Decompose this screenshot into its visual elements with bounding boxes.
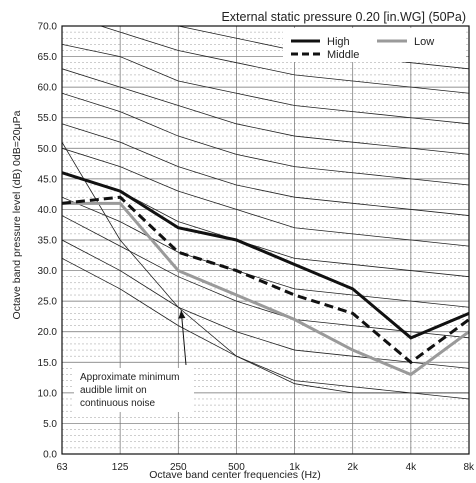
legend: High Low Middle <box>283 28 466 62</box>
annotation-arrow <box>180 310 187 366</box>
x-tick-label: 1k <box>289 462 301 473</box>
y-tick-label: 20.0 <box>38 327 58 338</box>
y-tick-label: 35.0 <box>38 236 58 247</box>
audible-limit-curve <box>62 141 469 394</box>
nc-curve <box>99 26 469 94</box>
x-axis-label: Octave band center frequencies (Hz) <box>149 469 321 481</box>
y-tick-label: 60.0 <box>38 83 58 94</box>
annotation-line-3: continuous noise <box>80 398 155 409</box>
x-tick-label: 63 <box>56 462 68 473</box>
y-tick-label: 30.0 <box>38 266 58 277</box>
y-tick-label: 50.0 <box>38 144 58 155</box>
nc-curve <box>62 68 469 155</box>
y-tick-label: 25.0 <box>38 297 58 308</box>
y-tick-label: 5.0 <box>43 419 57 430</box>
nc-curve <box>62 257 469 400</box>
y-tick-label: 70.0 <box>38 22 58 33</box>
nc-curve <box>62 172 469 278</box>
annotation: Approximate minimum audible limit on con… <box>74 310 194 412</box>
x-tick-labels: 63 125 250 500 1k 2k 4k 8k <box>56 462 475 473</box>
chart-title: External static pressure 0.20 [in.WG] (5… <box>221 10 466 24</box>
x-tick-label: 4k <box>406 462 418 473</box>
nc-curve <box>62 147 469 247</box>
annotation-box <box>74 368 194 412</box>
y-tick-label: 0.0 <box>43 450 57 461</box>
y-tick-label: 45.0 <box>38 174 58 185</box>
y-axis-label: Octave band pressure level (dB) 0dB=20μP… <box>11 110 23 319</box>
annotation-line-2: audible limit on <box>80 385 147 396</box>
annotation-arrowhead <box>178 310 186 319</box>
nc-curve <box>62 123 469 216</box>
series-line-high <box>61 171 470 340</box>
legend-box <box>283 28 466 62</box>
legend-middle-label: Middle <box>327 49 359 61</box>
x-tick-label: 8k <box>463 462 475 473</box>
y-tick-label: 15.0 <box>38 358 58 369</box>
x-tick-label: 500 <box>228 462 245 473</box>
nc-curve <box>62 239 469 369</box>
x-tick-label: 2k <box>347 462 359 473</box>
annotation-line-1: Approximate minimum <box>80 372 179 383</box>
y-tick-label: 65.0 <box>38 52 58 63</box>
series-line-low <box>62 201 470 377</box>
y-tick-label: 40.0 <box>38 205 58 216</box>
nc-curve <box>62 43 469 125</box>
legend-high-label: High <box>327 36 350 48</box>
plot-frame <box>61 25 470 455</box>
y-tick-labels: 0.0 5.0 10.0 15.0 20.0 25.0 30.0 35.0 40.0 45.0 50… <box>38 22 58 461</box>
nc-curve <box>62 92 469 186</box>
y-tick-label: 55.0 <box>38 113 58 124</box>
series-line-middle <box>61 195 470 365</box>
series-lines <box>61 171 470 377</box>
legend-low-label: Low <box>414 36 434 48</box>
x-tick-label: 125 <box>112 462 129 473</box>
nc-curve <box>62 196 469 308</box>
y-tick-label: 10.0 <box>38 388 58 399</box>
x-tick-label: 250 <box>170 462 187 473</box>
nc-curves <box>62 26 469 400</box>
